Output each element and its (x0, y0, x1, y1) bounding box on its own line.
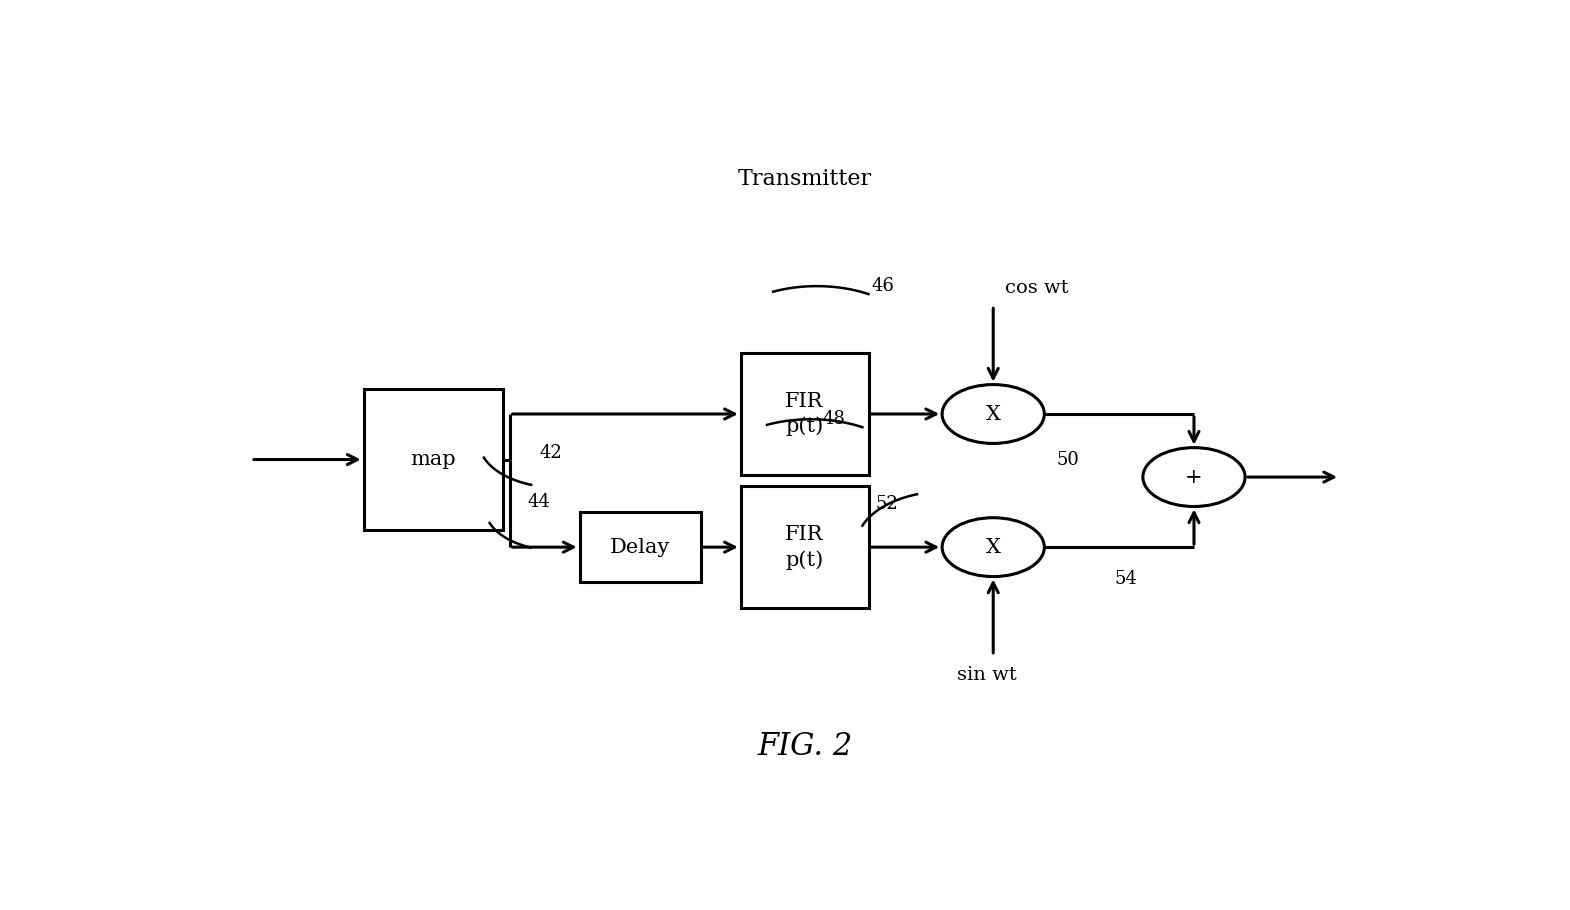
Text: Delay: Delay (611, 538, 670, 557)
Text: sin wt: sin wt (956, 666, 1016, 684)
Bar (741, 353, 868, 475)
Text: 50: 50 (1057, 450, 1079, 469)
Text: 42: 42 (540, 443, 562, 461)
Text: 44: 44 (528, 492, 551, 511)
Bar (741, 486, 868, 609)
Text: 54: 54 (1115, 570, 1138, 588)
Text: 52: 52 (874, 495, 898, 512)
Text: 48: 48 (823, 410, 846, 429)
Text: +: + (1185, 468, 1203, 487)
Text: 46: 46 (871, 278, 895, 295)
Circle shape (942, 518, 1044, 577)
Circle shape (1143, 448, 1245, 507)
Text: FIR
p(t): FIR p(t) (785, 525, 824, 570)
Text: cos wt: cos wt (1005, 278, 1069, 297)
Text: FIR
p(t): FIR p(t) (785, 391, 824, 437)
Circle shape (942, 385, 1044, 443)
Text: X: X (986, 405, 1000, 423)
Text: FIG. 2: FIG. 2 (757, 732, 853, 763)
Text: X: X (986, 538, 1000, 557)
Bar (579, 512, 702, 582)
Text: map: map (411, 450, 457, 469)
Bar (364, 389, 504, 530)
Text: Transmitter: Transmitter (738, 168, 871, 190)
